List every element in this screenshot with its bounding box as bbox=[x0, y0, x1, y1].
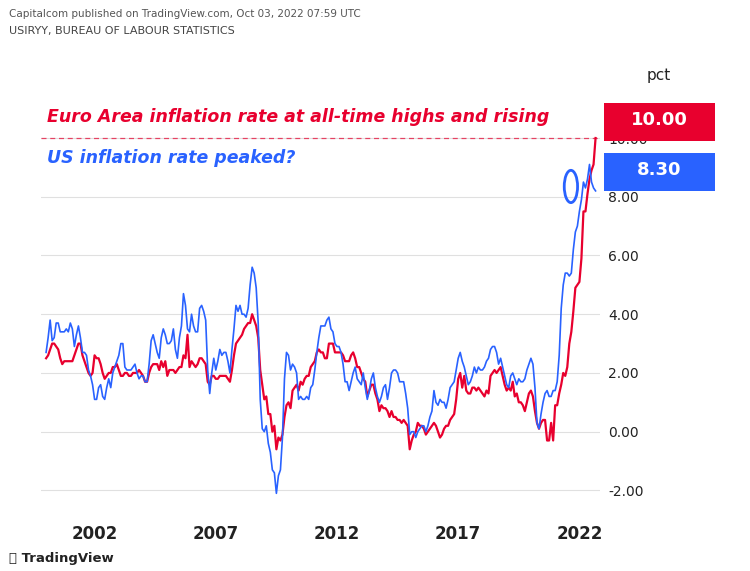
Text: 10.00: 10.00 bbox=[631, 111, 688, 129]
Text: Capitalcom published on TradingView.com, Oct 03, 2022 07:59 UTC: Capitalcom published on TradingView.com,… bbox=[9, 9, 361, 19]
Text: Euro Area inflation rate at all-time highs and rising: Euro Area inflation rate at all-time hig… bbox=[46, 108, 549, 126]
Text: ⧈ TradingView: ⧈ TradingView bbox=[9, 552, 114, 565]
Text: 8.30: 8.30 bbox=[637, 161, 682, 179]
Text: USIRYY, BUREAU OF LABOUR STATISTICS: USIRYY, BUREAU OF LABOUR STATISTICS bbox=[9, 26, 235, 36]
Text: pct: pct bbox=[647, 68, 671, 83]
Text: US inflation rate peaked?: US inflation rate peaked? bbox=[46, 149, 296, 167]
